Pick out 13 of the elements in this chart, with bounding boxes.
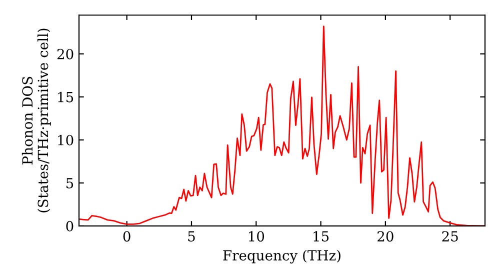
y-tick-label: 20 — [57, 48, 74, 60]
y-axis-title: Phonon DOS (States/THz·primitive cell) — [22, 28, 51, 212]
x-axis-title: Frequency (THz) — [223, 250, 340, 264]
x-tick-label: 10 — [249, 231, 264, 242]
y-tick-label: 5 — [66, 178, 74, 188]
y-tick-label: 0 — [66, 220, 74, 232]
y-tick-label: 15 — [58, 92, 74, 102]
x-tick-label: 5 — [188, 231, 195, 242]
y-tick-label: 10 — [58, 134, 74, 146]
x-tick-label: 25 — [442, 231, 458, 242]
x-tick-label: 0 — [123, 231, 130, 242]
x-tick-label: 15 — [314, 231, 329, 242]
x-tick-label: 20 — [378, 231, 394, 242]
